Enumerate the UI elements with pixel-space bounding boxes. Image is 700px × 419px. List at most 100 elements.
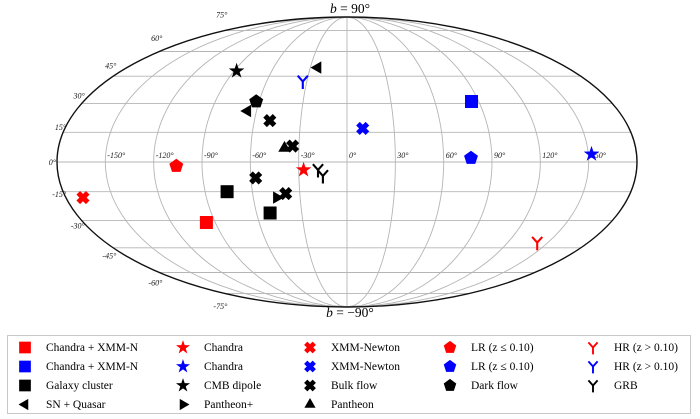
hr-z-0-10-marker	[296, 74, 309, 90]
tri_left-icon	[18, 398, 29, 411]
chandra-marker	[583, 145, 600, 161]
legend-column-2: Chandra Chandra CMB dipole Pantheon+	[174, 338, 261, 414]
chandra-marker	[295, 161, 312, 177]
cmb-dipole-marker	[228, 62, 245, 78]
square-icon	[19, 360, 31, 373]
legend-item-label: Galaxy cluster	[46, 379, 113, 392]
pentagon-icon	[443, 340, 457, 353]
lon-tick-label: 30°	[396, 151, 409, 160]
star-icon	[175, 340, 191, 354]
lon-tick-label: 60°	[446, 151, 458, 160]
chandra-xmm-n-marker	[199, 216, 213, 229]
title-variable: b	[326, 305, 333, 320]
sn-quasar-marker	[310, 61, 322, 74]
legend-item-pantheon: Pantheon	[301, 395, 400, 414]
legend-item-label: XMM-Newton	[331, 341, 400, 354]
lat-tick-label: -75°	[213, 302, 228, 311]
lon-tick-label: -60°	[252, 151, 267, 160]
x-icon	[304, 360, 316, 373]
hr-z-0-10-marker	[531, 236, 544, 251]
legend-item-xmm-newton: XMM-Newton	[301, 357, 400, 376]
lat-tick-label: 15°	[55, 123, 67, 132]
legend-item-label: Dark flow	[471, 379, 518, 392]
lat-tick-label: -15°	[52, 190, 67, 199]
y-icon	[587, 379, 599, 393]
tri_right-icon	[179, 398, 190, 411]
legend-item-hr-z-0-10: HR (z > 0.10)	[584, 338, 678, 357]
lat-tick-label: -30°	[71, 222, 86, 231]
legend-item-chandra: Chandra	[174, 338, 261, 357]
legend-item-chandra: Chandra	[174, 357, 261, 376]
bulk-flow-marker	[286, 139, 300, 153]
legend-item-label: Chandra	[204, 341, 243, 354]
legend-item-dark-flow: Dark flow	[441, 376, 534, 395]
legend-item-label: CMB dipole	[204, 379, 262, 392]
pantheon-marker	[273, 191, 284, 204]
lon-tick-label: 0°	[349, 151, 357, 160]
sn-quasar-marker	[240, 104, 252, 118]
legend-item-sn-quasar: SN + Quasar	[16, 395, 138, 414]
legend-item-label: Pantheon	[331, 398, 374, 411]
legend-item-label: Bulk flow	[331, 379, 378, 392]
legend-item-label: XMM-Newton	[331, 360, 400, 373]
chandra-xmm-n-marker	[465, 95, 478, 108]
legend-item-chandra-xmm-n: Chandra + XMM-N	[16, 338, 138, 357]
tick-labels: -150° -120° -90° -60° -30° 0° 30° 60° 90° 120° 150…	[49, 11, 607, 311]
legend-column-5: HR (z > 0.10) HR (z > 0.10) GRB	[584, 338, 678, 395]
lat-tick-label: 60°	[151, 34, 163, 43]
legend-item-lr-z-0-10: LR (z ≤ 0.10)	[441, 357, 534, 376]
legend-column-1: Chandra + XMM-N Chandra + XMM-N Galaxy clu…	[16, 338, 138, 414]
legend-item-grb: GRB	[584, 376, 678, 395]
y-icon	[587, 360, 599, 374]
legend-item-label: HR (z > 0.10)	[614, 360, 678, 373]
lon-tick-label: -120°	[156, 151, 175, 160]
lat-tick-label: 0°	[49, 158, 57, 167]
graticule	[57, 16, 637, 308]
legend-item-hr-z-0-10: HR (z > 0.10)	[584, 357, 678, 376]
title-value: = −90°	[332, 305, 374, 320]
legend-box: Chandra + XMM-N Chandra + XMM-N Galaxy clu…	[7, 335, 691, 414]
x-icon	[304, 341, 316, 354]
lat-tick-label: 75°	[216, 11, 228, 20]
bulk-flow-marker	[249, 171, 263, 185]
tri_up-icon	[304, 398, 316, 408]
lr-z-0-10-marker	[464, 150, 478, 164]
legend-item-bulk-flow: Bulk flow	[301, 376, 400, 395]
legend-item-lr-z-0-10: LR (z ≤ 0.10)	[441, 338, 534, 357]
x-icon	[304, 379, 316, 392]
xmm-newton-marker	[76, 191, 90, 205]
xmm-newton-marker	[356, 121, 370, 135]
lon-tick-label: 90°	[494, 151, 506, 160]
pentagon-icon	[443, 359, 457, 372]
lat-tick-label: 45°	[105, 62, 117, 71]
legend-item-xmm-newton: XMM-Newton	[301, 338, 400, 357]
lon-tick-label: -30°	[301, 151, 316, 160]
star-icon	[175, 359, 191, 373]
legend-item-pantheon: Pantheon+	[174, 395, 261, 414]
lat-tick-label: 30°	[72, 92, 85, 101]
legend-item-label: GRB	[614, 379, 638, 392]
pentagon-icon	[443, 378, 457, 391]
star-icon	[175, 378, 191, 392]
legend-item-chandra-xmm-n: Chandra + XMM-N	[16, 357, 138, 376]
galaxy-cluster-marker	[220, 185, 234, 199]
dark-flow-marker	[249, 94, 264, 108]
lr-z-0-10-marker	[169, 158, 184, 172]
square-icon	[19, 379, 31, 392]
legend-column-3: XMM-Newton XMM-Newton Bulk flow Pantheon	[301, 338, 400, 414]
title-value: = 90°	[336, 1, 370, 16]
legend-column-4: LR (z ≤ 0.10) LR (z ≤ 0.10) Dark flow	[441, 338, 534, 395]
legend-item-label: Chandra	[204, 360, 243, 373]
lon-tick-label: -90°	[204, 151, 219, 160]
map-outline	[56, 16, 638, 308]
lat-tick-label: -45°	[102, 251, 117, 260]
legend-item-label: Chandra + XMM-N	[46, 360, 139, 373]
map-title-bottom: b = −90°	[0, 305, 700, 321]
legend-item-label: LR (z ≤ 0.10)	[471, 341, 534, 354]
legend-item-label: LR (z ≤ 0.10)	[471, 360, 534, 373]
legend-item-cmb-dipole: CMB dipole	[174, 376, 261, 395]
grb-marker	[317, 169, 329, 184]
legend-item-label: SN + Quasar	[46, 398, 106, 411]
y-icon	[587, 341, 599, 355]
